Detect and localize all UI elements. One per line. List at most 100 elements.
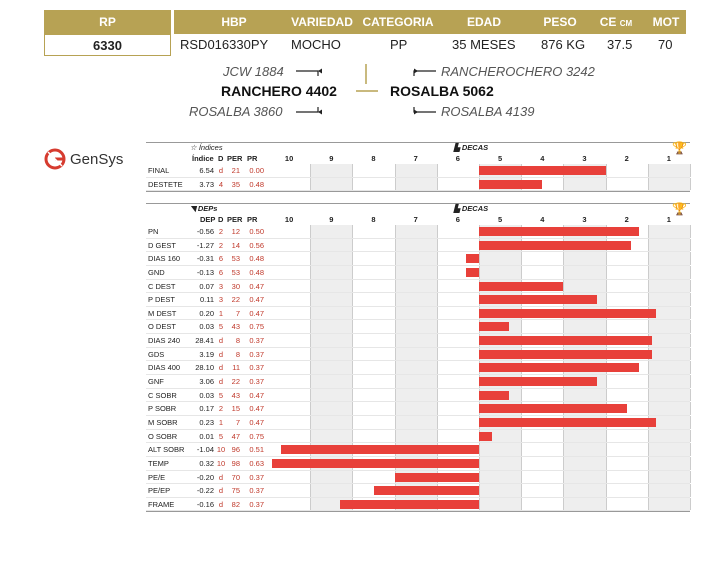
grid-line [394,415,396,429]
row-label: M SOBR [148,417,178,427]
deca-track [268,306,691,320]
row-value: 28.10 [195,363,214,373]
deca-shade [394,306,437,320]
deca-shade [647,361,690,375]
row-label: PE/E [148,472,166,482]
logo-text: GenSys [70,150,124,168]
dam-dam: ROSALBA 4139 [441,104,535,119]
deca-shade [647,456,690,470]
grid-line [605,164,607,177]
grid-line [690,252,691,265]
decas-ticks: 10 9 8 7 6 5 4 3 2 1 [268,214,690,225]
row-value: -0.56 [196,227,214,236]
tick-label: 3 [582,215,587,224]
deca-track [268,375,691,388]
table-row: PN -0.56 2 12 0.50 [146,225,691,239]
grid-line [605,177,607,191]
grid-line [563,497,565,511]
col-dep: DEP [200,215,216,224]
grid-line [647,252,649,265]
grid-line [563,320,565,334]
grid-line [690,388,691,402]
deca-shade [310,388,353,402]
deca-track [268,484,691,497]
row-pr: 0.47 [249,281,264,291]
deps-panel: ◥ DEPs ▙ DECAS 🏆 DEP D PER PR 10 9 8 7 6 5 4 3 2… [146,202,691,513]
deca-shade [563,443,606,456]
deca-track [268,497,691,511]
edad-label: EDAD [466,15,501,29]
grid-line [563,388,565,402]
grid-line [352,164,354,177]
grid-line [352,347,354,361]
grid-line [647,361,649,375]
grid-line [521,252,523,265]
grid-line [563,429,565,443]
tick-label: 6 [455,154,460,163]
grid-line [436,293,438,306]
grid-line [479,484,480,497]
row-per: 43 [231,390,240,400]
row-value: 0.17 [199,404,214,414]
deca-shade [563,279,606,293]
row-pr: 0.37 [249,336,264,346]
grid-line [352,279,354,293]
peso-label: PESO [543,15,577,29]
row-d: d [218,349,224,359]
tick-label: 5 [498,215,503,224]
arrow-icon [414,109,418,115]
table-row: D GEST -1.27 2 14 0.56 [146,238,691,253]
grid-line [605,293,607,306]
grid-line [690,306,691,320]
tick-label: 5 [498,154,503,163]
row-pr: 0.00 [249,166,264,175]
grid-line [394,361,396,375]
table-row: ALT SOBR -1.04 10 96 0.51 [146,443,691,457]
grid-line [690,164,691,177]
deca-shade [647,497,690,511]
grid-line [647,177,649,191]
deca-bar [280,445,479,455]
grid-line [310,252,312,265]
deca-shade [310,164,353,177]
row-per: 96 [231,445,240,455]
decas-ticks: 10 9 8 7 6 5 4 3 2 1 [268,153,690,164]
deca-shade [394,361,437,375]
grid-line [436,320,438,334]
deca-shade [647,252,690,265]
grid-line [436,402,438,415]
sire-dam: ROSALBA 3860 [189,104,283,119]
deca-bar [479,377,598,387]
grid-line [521,470,523,484]
header-bar: HBP VARIEDAD CATEGORIA EDAD PESO CE CM M… [174,10,686,34]
row-value: -1.04 [196,445,214,455]
table-row: M SOBR 0.23 1 7 0.47 [146,415,691,430]
grid-line [310,306,312,320]
row-pr: 0.75 [249,322,264,332]
deca-track [268,361,691,375]
table-row: DIAS 240 28.41 d 8 0.37 [146,334,691,348]
row-label: O SOBR [148,431,178,441]
grid-line [352,361,354,375]
grid-line [352,429,354,443]
col-d: D [218,154,224,163]
tick-label: 9 [329,215,334,224]
grid-line [394,347,396,361]
grid-line [605,265,607,279]
row-d: 6 [218,254,224,264]
deca-shade [479,497,522,511]
grid-line [521,443,523,456]
tick-label: 3 [582,154,587,163]
deca-bar [479,281,564,291]
deca-shade [479,252,522,265]
deca-shade [394,293,437,306]
col-pr: PR [247,154,258,163]
hbp-label: HBP [221,15,247,29]
table-row: M DEST 0.20 1 7 0.47 [146,306,691,321]
grid-line [690,443,691,456]
deca-shade [563,484,606,497]
gensys-logo-icon [44,148,66,170]
deca-track [268,225,691,238]
grid-line [647,443,649,456]
indices-panel: ☆ Índices ▙ DECAS 🏆 Índice D PER PR 10 9 8… [146,141,691,193]
